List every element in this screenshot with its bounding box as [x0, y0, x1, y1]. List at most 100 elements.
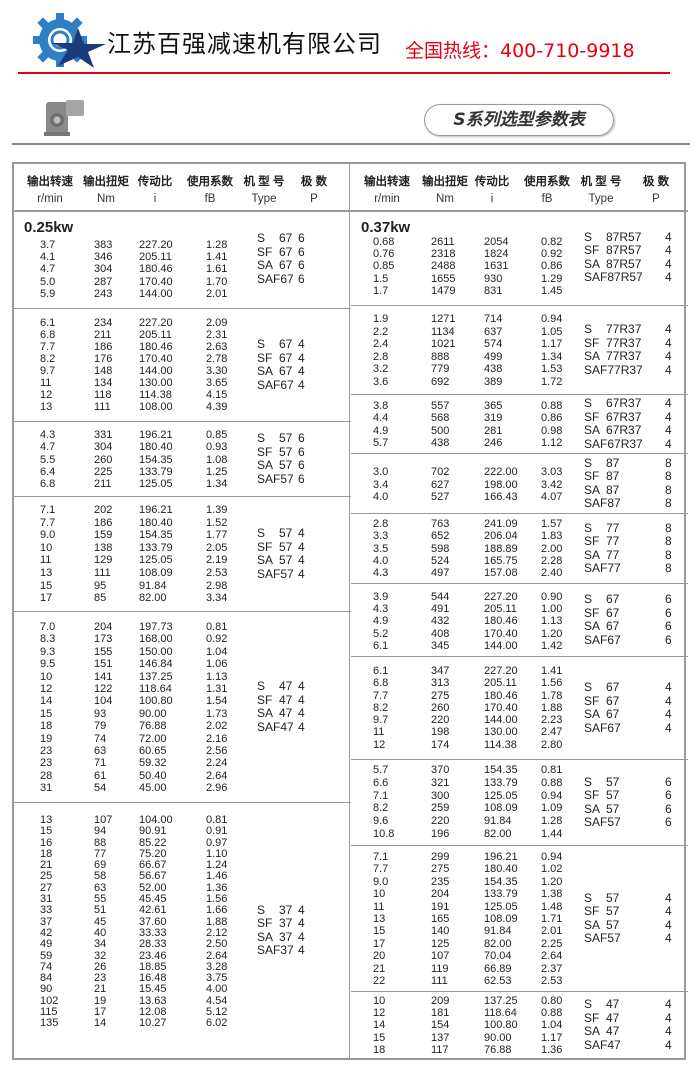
ratio-cell: 574 — [484, 338, 503, 351]
model-size: 67R37 — [606, 396, 642, 410]
ratio-cell: 90.00 — [139, 707, 167, 720]
type-list: S 57 6 SF 57 6 SA 57 6 SAF57 6 — [584, 760, 677, 845]
ratio-cell: 125.05 — [484, 900, 518, 913]
ratio-cell: 90.91 — [139, 825, 167, 838]
model-prefix: SA — [584, 707, 601, 721]
model-prefix: SAF — [584, 270, 608, 284]
service-factor-cell: 1.36 — [206, 881, 228, 894]
pole-count: 4 — [665, 904, 672, 918]
power-label-right: 0.37kw — [361, 219, 411, 236]
ratio-cell: 133.79 — [139, 465, 173, 478]
output-speed-cell: 4.9 — [373, 424, 389, 437]
output-speed-cell: 6.8 — [373, 677, 389, 690]
output-torque-cell: 627 — [431, 478, 450, 491]
model-size: 57 — [607, 815, 621, 829]
service-factor-cell: 1.28 — [206, 239, 228, 251]
service-factor-cell: 1.17 — [541, 1031, 563, 1044]
table-header-left: 输出转速 r/min 输出扭矩 Nm 传动比 i 使用系数 fB 机 型 号 Type 极 数 P — [14, 164, 351, 212]
model-prefix: SF — [584, 335, 600, 350]
output-torque-cell: 17 — [94, 1006, 107, 1019]
service-factor-cell: 0.88 — [541, 1007, 563, 1020]
model-size: 37 — [279, 902, 293, 917]
output-torque-cell: 88 — [94, 836, 107, 849]
model-prefix: SA — [584, 256, 601, 271]
ratio-cell: 66.67 — [139, 859, 167, 872]
output-speed-cell: 6.1 — [40, 317, 56, 329]
ratio-cell: 2054 — [484, 236, 509, 248]
hotline-number: 全国热线：400-710-9918 — [405, 40, 635, 62]
output-speed-cell: 4.3 — [373, 603, 389, 616]
ratio-cell: 499 — [484, 350, 503, 363]
ratio-cell: 15.45 — [139, 983, 167, 996]
output-torque-cell: 779 — [431, 363, 450, 376]
output-torque-cell: 140 — [431, 925, 450, 938]
model-prefix: SAF — [257, 271, 281, 286]
output-speed-cell: 18 — [373, 1043, 386, 1056]
model-type-entry: SAF67 4 — [257, 378, 310, 393]
pole-count: 8 — [665, 520, 672, 535]
ratio-cell: 118.64 — [139, 682, 172, 695]
output-torque-cell: 235 — [431, 875, 450, 888]
service-factor-cell: 1.48 — [541, 900, 563, 913]
ratio-cell: 180.46 — [139, 263, 173, 276]
ratio-cell: 56.67 — [139, 870, 167, 883]
model-prefix: SA — [257, 258, 274, 272]
output-speed-cell: 9.5 — [40, 658, 56, 671]
model-prefix: S — [584, 322, 593, 336]
column-header-unit: Type — [588, 193, 614, 205]
service-factor-cell: 1.13 — [206, 670, 228, 683]
model-type-entry: SA 57 4 — [584, 917, 677, 933]
output-torque-cell: 321 — [431, 776, 450, 789]
service-factor-cell: 0.81 — [206, 814, 228, 826]
model-prefix: SA — [584, 917, 601, 932]
output-torque-cell: 104 — [94, 695, 113, 708]
output-speed-cell: 23 — [40, 757, 53, 770]
model-type-entry: SF 67 4 — [584, 694, 677, 709]
page-title: S系列选型参数表 — [424, 104, 614, 136]
model-type-entry: SF 67 4 — [257, 351, 310, 366]
output-torque-cell: 154 — [431, 1019, 450, 1032]
output-speed-cell: 3.6 — [373, 375, 389, 388]
model-group-block: 3.7 383 227.20 1.28 4.1 346 205.11 1.41 4.7 304 18… — [14, 210, 351, 309]
model-type-entry: SAF77 8 — [584, 561, 677, 576]
service-factor-cell: 2.23 — [541, 714, 563, 727]
model-size: 67R37 — [607, 436, 643, 451]
ratio-cell: 196.21 — [139, 429, 173, 441]
service-factor-cell: 1.57 — [541, 518, 563, 530]
service-factor-cell: 0.80 — [541, 995, 563, 1007]
model-type-entry: SAF47 4 — [257, 720, 310, 735]
model-type-entry: SA 67 4 — [584, 707, 677, 722]
model-type-entry: SA 77 8 — [584, 548, 677, 563]
service-factor-cell: 1.72 — [541, 375, 563, 388]
ratio-cell: 91.84 — [484, 815, 512, 828]
output-speed-cell: 5.2 — [373, 627, 389, 640]
model-size: 77R37 — [606, 349, 642, 363]
ratio-cell: 196.21 — [484, 851, 518, 863]
model-size: 67 — [279, 231, 293, 245]
model-prefix: S — [257, 902, 266, 917]
ratio-cell: 45.00 — [139, 782, 167, 795]
model-type-entry: SA 87R57 4 — [584, 256, 677, 272]
model-prefix: SA — [584, 482, 601, 497]
service-factor-cell: 0.98 — [541, 424, 563, 437]
service-factor-cell: 0.88 — [541, 400, 563, 412]
company-name: 江苏百强减速机有限公司 — [107, 30, 382, 58]
model-group-block: 13 107 104.00 0.81 15 94 90.91 0.91 16 88 85.22 0.9… — [14, 803, 351, 1058]
output-speed-cell: 8.3 — [40, 633, 56, 646]
output-torque-cell: 119 — [431, 962, 449, 975]
output-torque-cell: 118 — [94, 389, 112, 401]
model-size: 57 — [279, 553, 293, 567]
output-speed-cell: 6.4 — [40, 465, 56, 478]
model-type-entry: SF 87 8 — [584, 469, 677, 484]
ratio-cell: 205.11 — [484, 677, 517, 690]
output-speed-cell: 11 — [373, 726, 385, 739]
model-size: 57 — [280, 471, 294, 486]
model-size: 57 — [606, 917, 620, 932]
model-prefix: S — [584, 455, 593, 470]
output-speed-cell: 5.7 — [373, 436, 389, 449]
model-type-entry: SA 87 8 — [584, 482, 677, 498]
type-list: S 57 4 SF 57 4 SA 57 4 SAF57 4 — [584, 846, 677, 991]
type-list: S 47 4 SF 47 4 SA 47 4 SAF47 4 — [257, 612, 310, 802]
ratio-cell: 16.48 — [139, 972, 167, 985]
output-speed-cell: 22 — [373, 974, 386, 987]
